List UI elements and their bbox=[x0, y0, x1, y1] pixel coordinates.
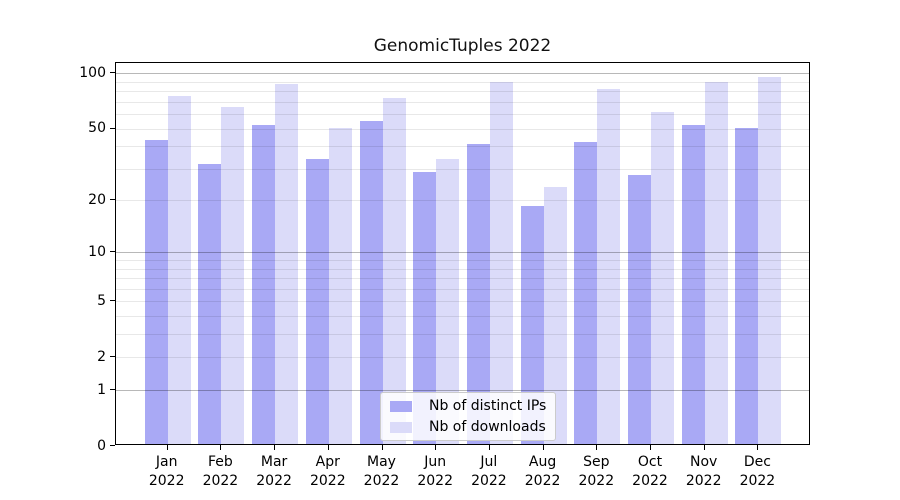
legend-item-downloads: Nb of downloads bbox=[390, 419, 546, 435]
x-tick-aug bbox=[542, 445, 544, 450]
y-tick-20 bbox=[110, 199, 115, 201]
bar-downloads-feb bbox=[221, 107, 245, 444]
bar-ips-apr bbox=[305, 159, 329, 444]
x-tick-may bbox=[381, 445, 383, 450]
bar-downloads-sep bbox=[597, 89, 621, 444]
bar-ips-aug bbox=[520, 206, 544, 444]
y-tick-5 bbox=[110, 300, 115, 302]
x-tick-label-aug: Aug 2022 bbox=[524, 454, 561, 489]
x-tick-label-oct: Oct 2022 bbox=[632, 454, 668, 489]
x-tick-label-sep: Sep 2022 bbox=[578, 454, 615, 489]
legend-swatch-downloads bbox=[390, 421, 412, 433]
x-tick-sep bbox=[596, 445, 598, 450]
bar-downloads-jul bbox=[489, 81, 513, 444]
legend-item-distinct-ips: Nb of distinct IPs bbox=[390, 398, 546, 414]
x-tick-label-jun: Jun 2022 bbox=[417, 454, 454, 489]
x-tick-label-mar: Mar 2022 bbox=[256, 454, 292, 489]
y-tick-50 bbox=[110, 127, 115, 129]
x-tick-jun bbox=[435, 445, 437, 450]
bar-ips-feb bbox=[198, 164, 222, 444]
bar-ips-dec bbox=[735, 128, 759, 444]
bar-downloads-may bbox=[382, 97, 406, 444]
bar-ips-jul bbox=[466, 144, 490, 444]
legend-swatch-distinct-ips bbox=[390, 400, 412, 412]
x-tick-nov bbox=[703, 445, 705, 450]
bar-ips-sep bbox=[574, 142, 598, 444]
bar-ips-jun bbox=[413, 172, 437, 444]
bar-ips-mar bbox=[252, 125, 276, 444]
y-tick-label-20: 20 bbox=[88, 191, 106, 208]
x-tick-dec bbox=[757, 445, 759, 450]
bar-downloads-aug bbox=[543, 187, 567, 444]
x-tick-apr bbox=[327, 445, 329, 450]
y-tick-label-2: 2 bbox=[97, 348, 106, 365]
gridline-100 bbox=[116, 73, 809, 75]
x-tick-jul bbox=[488, 445, 490, 450]
y-tick-1 bbox=[110, 389, 115, 391]
x-tick-jan bbox=[166, 445, 168, 450]
bar-downloads-jun bbox=[436, 159, 460, 444]
y-tick-100 bbox=[110, 72, 115, 74]
bar-downloads-oct bbox=[651, 112, 674, 444]
y-tick-label-0: 0 bbox=[97, 437, 106, 454]
plot-area bbox=[115, 62, 810, 445]
x-tick-mar bbox=[274, 445, 276, 450]
x-tick-label-apr: Apr 2022 bbox=[309, 454, 346, 489]
bar-ips-jan bbox=[144, 140, 168, 444]
bar-downloads-dec bbox=[758, 77, 782, 444]
x-tick-label-dec: Dec 2022 bbox=[739, 454, 776, 489]
bar-ips-may bbox=[359, 120, 383, 444]
y-tick-label-100: 100 bbox=[79, 64, 106, 81]
bar-downloads-mar bbox=[275, 84, 299, 444]
y-tick-0 bbox=[110, 445, 115, 446]
bar-downloads-nov bbox=[704, 81, 728, 444]
x-tick-label-feb: Feb 2022 bbox=[202, 454, 239, 489]
x-tick-label-jan: Jan 2022 bbox=[148, 454, 185, 489]
x-tick-label-jul: Jul 2022 bbox=[471, 454, 507, 489]
bar-downloads-apr bbox=[328, 128, 352, 444]
x-tick-label-may: May 2022 bbox=[363, 454, 400, 489]
x-tick-label-nov: Nov 2022 bbox=[685, 454, 722, 489]
y-tick-label-1: 1 bbox=[97, 381, 106, 398]
chart-title: GenomicTuples 2022 bbox=[373, 36, 552, 56]
bar-ips-nov bbox=[681, 125, 705, 444]
y-tick-label-5: 5 bbox=[97, 292, 106, 309]
y-tick-label-10: 10 bbox=[88, 243, 106, 260]
bar-downloads-jan bbox=[167, 95, 191, 444]
legend-label-downloads: Nb of downloads bbox=[429, 419, 546, 435]
legend: Nb of distinct IPs Nb of downloads bbox=[380, 392, 557, 441]
x-tick-feb bbox=[220, 445, 222, 450]
x-tick-oct bbox=[650, 445, 651, 450]
legend-label-distinct-ips: Nb of distinct IPs bbox=[429, 398, 547, 414]
bar-ips-oct bbox=[628, 175, 651, 444]
y-tick-2 bbox=[110, 356, 115, 358]
y-tick-10 bbox=[110, 251, 115, 253]
y-tick-label-50: 50 bbox=[88, 120, 106, 137]
